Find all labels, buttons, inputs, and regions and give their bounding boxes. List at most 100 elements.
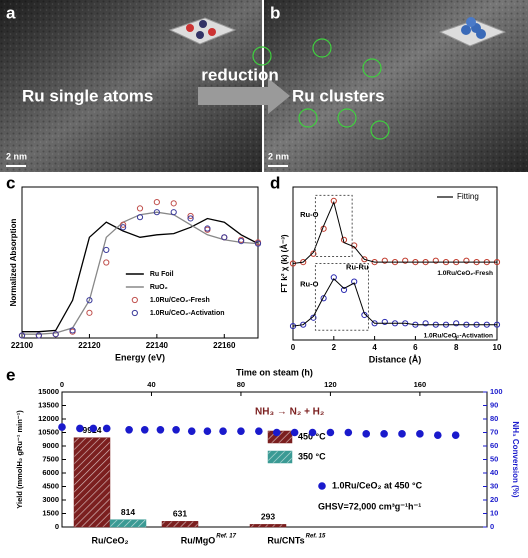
legend-label: 1.0Ru/CeO₂-Activation xyxy=(150,310,225,317)
y-axis-label: FT k² χ (k) (Å⁻³) xyxy=(280,234,289,292)
data-point xyxy=(310,314,317,321)
cartoon-atom xyxy=(186,24,194,32)
data-point xyxy=(52,331,59,338)
x-tick-label: 10 xyxy=(493,343,502,352)
data-point xyxy=(204,225,211,232)
scale-label: 2 nm xyxy=(6,151,27,161)
cartoon-atom xyxy=(196,31,204,39)
data-point xyxy=(308,428,317,437)
legend-label: RuO₂ xyxy=(150,284,168,291)
value-label: 814 xyxy=(121,507,135,517)
data-point xyxy=(361,256,368,263)
category-ref: Ref. 17 xyxy=(216,534,236,540)
data-point xyxy=(69,327,76,334)
data-point xyxy=(172,426,180,434)
x-tick-label: 4 xyxy=(372,343,377,352)
data-point xyxy=(433,431,442,440)
x-tick-label: 22160 xyxy=(213,341,236,350)
fit-line xyxy=(292,277,497,327)
data-point xyxy=(432,257,439,264)
panel-label: d xyxy=(270,173,280,192)
data-point xyxy=(18,332,26,339)
panel-label: e xyxy=(6,365,15,384)
annotation: GHSV=72,000 cm³g⁻¹h⁻¹ xyxy=(318,501,421,511)
value-label: 631 xyxy=(173,509,187,519)
y2-tick-label: 10 xyxy=(490,508,498,517)
cartoon-atom xyxy=(208,28,216,36)
bar xyxy=(109,519,147,528)
scale-label: 2 nm xyxy=(268,151,289,161)
data-point xyxy=(187,215,194,222)
panel-label: b xyxy=(270,3,280,22)
bar xyxy=(161,521,199,528)
x-top-axis-label: Time on steam (h) xyxy=(236,367,313,377)
data-point xyxy=(326,428,335,437)
x-top-tick-label: 0 xyxy=(60,380,64,389)
x-axis-label: Distance (Å) xyxy=(369,354,422,364)
data-point xyxy=(103,246,110,254)
y2-tick-label: 100 xyxy=(490,387,503,396)
data-point xyxy=(170,209,177,216)
y2-tick-label: 50 xyxy=(490,454,498,463)
micrographs: reduction Ru single atoms Ru clusters 2 … xyxy=(0,0,528,172)
fit-line xyxy=(292,200,497,264)
data-point xyxy=(170,200,177,207)
x-top-tick-label: 160 xyxy=(414,380,427,389)
data-line xyxy=(22,217,259,333)
y-tick-label: 13500 xyxy=(38,400,59,409)
x-top-tick-label: 120 xyxy=(324,380,337,389)
y2-tick-label: 40 xyxy=(490,468,498,477)
legend-label: Ru Foil xyxy=(150,271,174,278)
y-tick-label: 3000 xyxy=(42,495,59,504)
data-point xyxy=(402,257,409,264)
y2-axis-label: NH₃ Conversion (%) xyxy=(511,421,520,497)
annotation: Ru-O xyxy=(300,210,318,219)
cluster-circle xyxy=(298,108,318,128)
cartoon-right xyxy=(438,17,507,47)
annotation: NH₃ → N₂ + H₂ xyxy=(255,407,324,418)
data-point xyxy=(219,427,227,435)
data-point xyxy=(125,426,133,434)
cartoon-plate xyxy=(438,19,507,47)
cluster-circles xyxy=(252,38,390,140)
data-point xyxy=(238,238,245,245)
reduction-arrow xyxy=(198,78,290,114)
data-point xyxy=(422,320,429,327)
data-point xyxy=(381,318,388,326)
data-point xyxy=(320,295,327,302)
y-tick-label: 10500 xyxy=(38,427,59,436)
series-label: 1.0Ru/CeO₂-Activation xyxy=(424,332,493,339)
y-tick-label: 6000 xyxy=(42,468,59,477)
y-tick-label: 15000 xyxy=(38,387,59,396)
y-tick-label: 4500 xyxy=(42,481,59,490)
data-point xyxy=(76,424,84,433)
data-point xyxy=(330,274,337,281)
data-point xyxy=(290,428,299,437)
cartoon-atom xyxy=(466,17,476,27)
data-point xyxy=(398,430,406,438)
highlight-box xyxy=(314,194,353,258)
data-point xyxy=(187,427,196,435)
panel-label: a xyxy=(6,3,16,22)
cluster-circle xyxy=(370,120,390,140)
y-axis-label: Normalized Absorption xyxy=(9,219,18,307)
annotation: Ru-O xyxy=(300,279,318,288)
y2-tick-label: 0 xyxy=(490,522,494,531)
legend-swatch xyxy=(267,450,293,464)
x-tick-label: 22140 xyxy=(146,341,169,350)
arrow-label: reduction xyxy=(201,65,278,84)
x-tick-label: 0 xyxy=(291,343,296,352)
cluster-circle xyxy=(252,46,272,66)
data-point xyxy=(221,234,228,241)
data-point xyxy=(416,430,424,438)
bar xyxy=(73,437,111,528)
x-tick-label: Ru/CeO₂ xyxy=(91,535,128,545)
legend-marker xyxy=(131,309,138,317)
y2-tick-label: 80 xyxy=(490,414,498,423)
y2-tick-label: 70 xyxy=(490,427,498,436)
caption: Ru single atoms xyxy=(22,86,153,105)
cluster-circle xyxy=(337,108,357,128)
y-tick-label: 9000 xyxy=(42,441,59,450)
